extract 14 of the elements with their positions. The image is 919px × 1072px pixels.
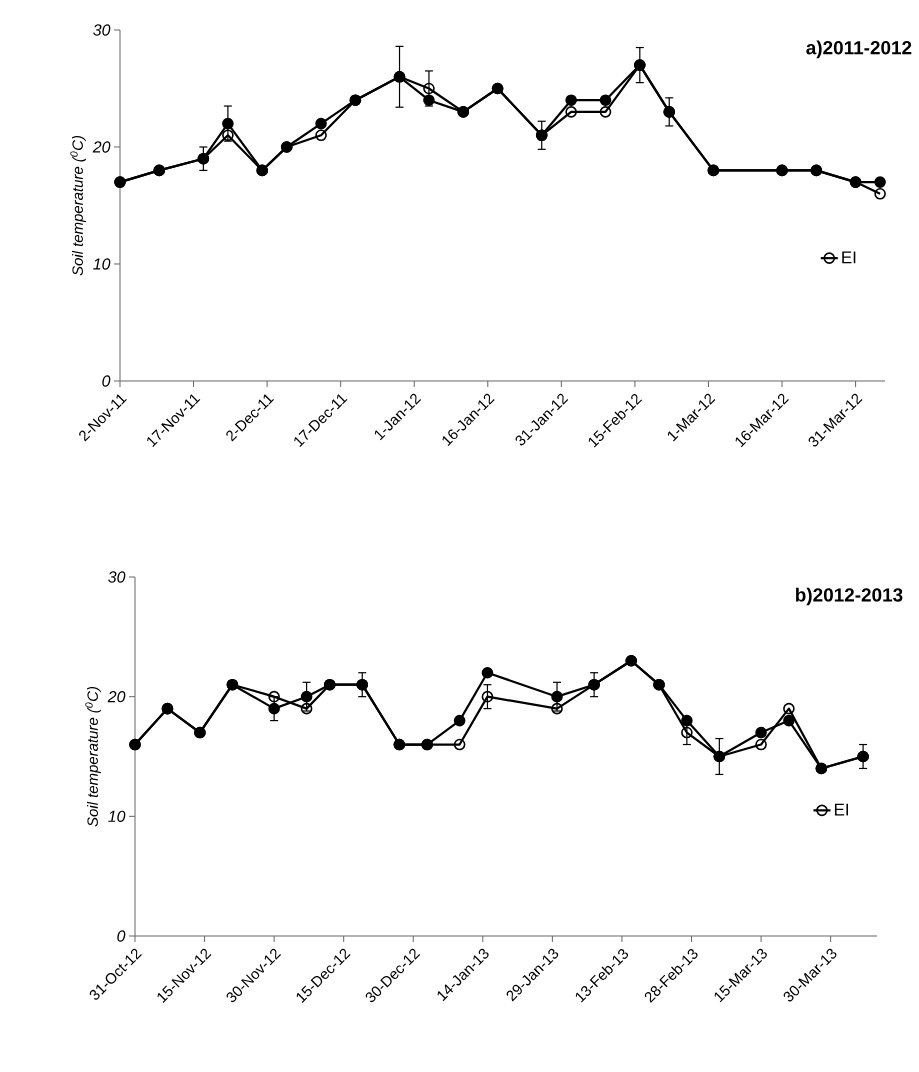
y-tick-label: 10: [93, 258, 111, 270]
text: b)2012-2013: [796, 587, 903, 606]
y-tick-label: 0: [102, 375, 111, 387]
y-tick-label: 20: [107, 691, 126, 703]
y-tick-label: 30: [93, 24, 111, 36]
legend-label: EI: [834, 803, 848, 816]
y-tick-label: 0: [117, 930, 126, 942]
y-axis-title: Soil temperature ($^{0}$C): [85, 686, 101, 827]
y-tick-label: 30: [108, 571, 126, 583]
text: a)2011-2012: [806, 40, 912, 59]
y-tick-label: 10: [108, 810, 126, 822]
legend-label: EI: [842, 251, 856, 264]
y-axis-title: Soil temperature ($^{0}$C): [70, 135, 86, 276]
y-tick-label: 20: [92, 141, 111, 153]
